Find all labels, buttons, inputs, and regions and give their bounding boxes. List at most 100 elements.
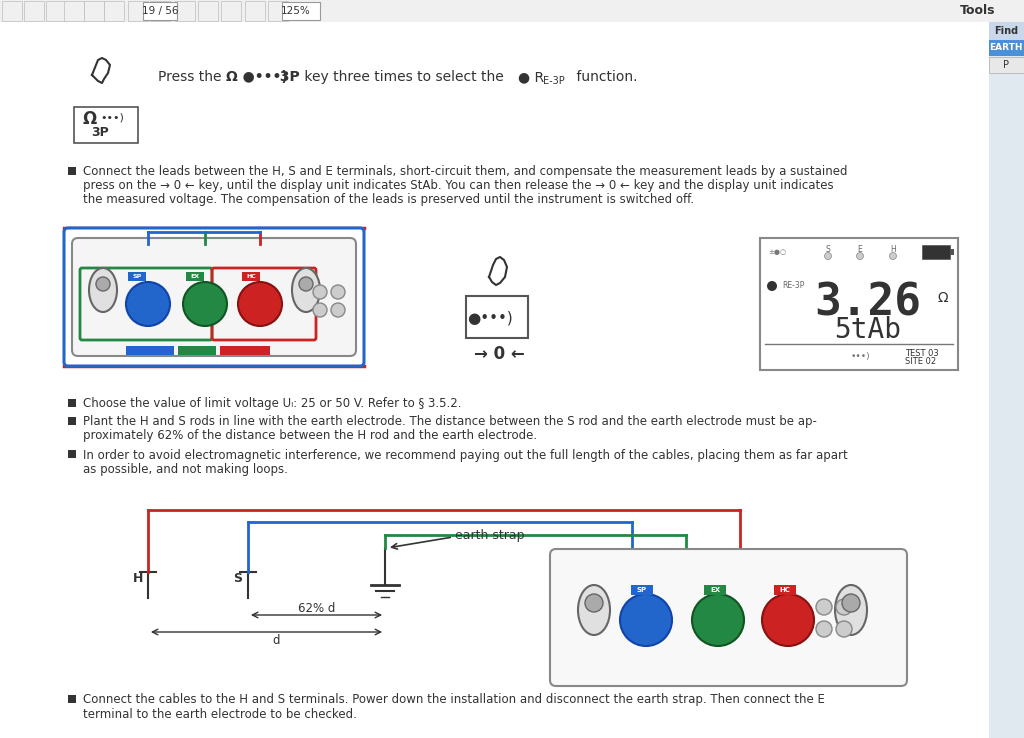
Bar [24,1,44,21]
Text: Plant the H and S rods in line with the earth electrode. The distance between th: Plant the H and S rods in line with the … [83,415,817,429]
Text: SP: SP [637,587,647,593]
Text: S: S [825,246,830,255]
Circle shape [313,285,327,299]
Text: SITE 02: SITE 02 [905,357,936,367]
Text: EARTH: EARTH [989,44,1023,52]
Text: H: H [890,246,896,255]
Bar [242,272,260,281]
Bar [84,1,104,21]
Bar [774,585,796,595]
Text: as possible, and not making loops.: as possible, and not making loops. [83,463,288,475]
Text: the measured voltage. The compensation of the leads is preserved until the instr: the measured voltage. The compensation o… [83,193,694,207]
Bar [63,1,84,21]
Text: Connect the cables to the H and S terminals. Power down the installation and dis: Connect the cables to the H and S termin… [83,694,825,706]
Bar [282,2,319,20]
Ellipse shape [578,585,610,635]
Text: TEST 03: TEST 03 [905,348,939,357]
Bar [950,249,954,255]
Text: ● R: ● R [518,70,544,84]
Text: 3.26: 3.26 [814,281,922,325]
Text: In order to avoid electromagnetic interference, we recommend paying out the full: In order to avoid electromagnetic interf… [83,449,848,461]
Circle shape [767,281,777,291]
Bar [128,1,148,21]
Bar [68,417,76,425]
Bar [220,346,270,355]
Text: earth strap: earth strap [455,528,524,542]
Circle shape [313,303,327,317]
Circle shape [299,277,313,291]
Text: proximately 62% of the distance between the H rod and the earth electrode.: proximately 62% of the distance between … [83,430,538,443]
Text: P: P [1002,60,1009,70]
Text: 3P: 3P [91,126,109,139]
Circle shape [842,594,860,612]
Circle shape [692,594,744,646]
Circle shape [585,594,603,612]
Text: Find: Find [994,26,1018,36]
Text: press on the → 0 ← key, until the display unit indicates StAb. You can then rele: press on the → 0 ← key, until the displa… [83,179,834,193]
Text: function.: function. [572,70,638,84]
Bar [68,399,76,407]
Text: 19 / 56: 19 / 56 [141,6,178,16]
Text: → 0 ←: → 0 ← [474,345,524,363]
Text: S: S [233,571,243,584]
Circle shape [824,252,831,260]
Bar [631,585,653,595]
Text: EX: EX [710,587,720,593]
Text: RE-3P: RE-3P [782,281,805,291]
Bar [104,1,124,21]
Bar [178,346,216,355]
Bar [760,238,958,370]
Circle shape [816,621,831,637]
Circle shape [238,282,282,326]
Bar [175,1,195,21]
Text: 62% d: 62% d [298,601,335,615]
Text: 5tAb: 5tAb [835,316,901,344]
Bar [46,1,66,21]
Text: key three times to select the: key three times to select the [300,70,508,84]
Circle shape [816,599,831,615]
Circle shape [890,252,896,260]
Ellipse shape [835,585,867,635]
Bar [2,1,22,21]
Text: SP: SP [132,275,141,280]
Bar [68,450,76,458]
Circle shape [331,303,345,317]
Circle shape [856,252,863,260]
Text: ●•••): ●•••) [467,311,513,325]
Text: H: H [133,571,143,584]
Text: d: d [272,635,281,647]
Text: Tools: Tools [961,4,995,18]
Text: Connect the leads between the H, S and E terminals, short-circuit them, and comp: Connect the leads between the H, S and E… [83,165,848,179]
Bar [128,272,146,281]
Circle shape [126,282,170,326]
Text: Press the: Press the [158,70,226,84]
Circle shape [836,599,852,615]
FancyBboxPatch shape [550,549,907,686]
Text: Ω: Ω [938,291,948,305]
Ellipse shape [292,268,319,312]
Text: HC: HC [246,275,256,280]
Bar [989,57,1024,73]
Text: ±●○: ±●○ [768,249,786,255]
Text: •••): •••) [850,351,869,360]
Bar [143,2,177,20]
Bar [126,346,174,355]
Bar [0,0,1024,22]
FancyBboxPatch shape [74,107,138,143]
Ellipse shape [89,268,117,312]
Bar [268,1,288,21]
Bar [221,1,241,21]
FancyBboxPatch shape [466,296,528,338]
Circle shape [620,594,672,646]
Text: Choose the value of limit voltage Uₗ: 25 or 50 V. Refer to § 3.5.2.: Choose the value of limit voltage Uₗ: 25… [83,398,462,410]
Bar [989,40,1024,56]
Bar [198,1,218,21]
Circle shape [183,282,227,326]
Text: •••): •••) [100,112,124,122]
Bar [245,1,265,21]
Circle shape [96,277,110,291]
Text: EX: EX [190,275,200,280]
Circle shape [762,594,814,646]
Text: E-3P: E-3P [543,76,565,86]
Text: HC: HC [779,587,791,593]
